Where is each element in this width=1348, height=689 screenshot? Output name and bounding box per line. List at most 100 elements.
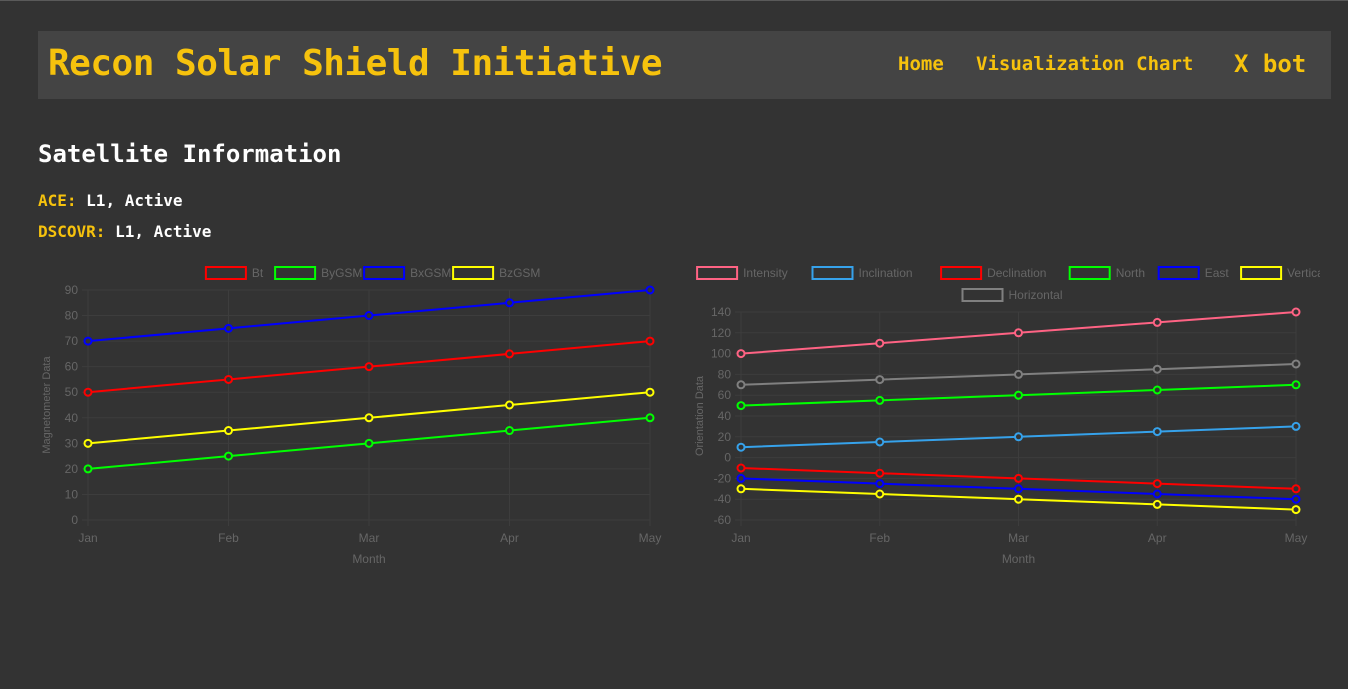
header-bar: Recon Solar Shield Initiative Home Visua… [38,31,1331,99]
legend-label: Vertical [1287,266,1320,280]
data-point [1152,427,1162,437]
y-tick-label: 0 [71,513,78,527]
y-tick-label: 60 [718,388,732,402]
data-point [364,438,374,448]
legend-item-declination: Declination [940,266,1046,280]
data-point [645,285,655,295]
data-point [1291,421,1301,431]
legend-item-bygsm: ByGSM [274,266,362,280]
y-tick-label: 10 [65,487,79,501]
data-point [736,380,746,390]
x-tick-label: Mar [359,531,380,545]
orientation-chart[interactable]: Intensity Inclination Declination North East… [680,262,1320,572]
legend-swatch [204,266,247,280]
y-tick-label: 80 [65,309,79,323]
legend-item-bzgsm: BzGSM [452,266,540,280]
legend-swatch [1157,266,1200,280]
data-point [1291,307,1301,317]
legend-item-bxgsm: BxGSM [363,266,451,280]
legend-item-horizontal: Horizontal [961,288,1063,302]
data-point [364,362,374,372]
x-tick-label: Apr [500,531,519,545]
data-point [505,400,514,410]
data-point [224,323,233,333]
data-point [505,426,514,436]
data-point [83,336,93,346]
nav-home-link[interactable]: Home [898,53,944,75]
legend-item-east: East [1157,266,1229,280]
x-tick-label: Jan [731,531,750,545]
series-horizontal [736,359,1301,390]
data-point [736,401,746,411]
y-tick-label: 30 [65,436,79,450]
y-tick-label: 0 [724,451,731,465]
series-bygsm [83,413,655,474]
legend-label: Declination [987,266,1046,280]
y-tick-label: 80 [718,367,732,381]
x-axis-title: Month [352,552,385,566]
nav-x-bot-link[interactable]: X bot [1234,50,1307,78]
series-east [736,473,1301,504]
x-tick-label: Apr [1148,531,1167,545]
data-point [1291,484,1301,494]
legend-swatch [1240,266,1283,280]
legend-swatch [274,266,317,280]
data-point [364,413,374,423]
legend-item-bt: Bt [204,266,264,280]
y-tick-label: 20 [718,430,732,444]
data-point [875,437,885,447]
data-point [505,298,514,308]
site-title[interactable]: Recon Solar Shield Initiative [48,43,663,84]
x-tick-label: May [1285,531,1308,545]
y-tick-label: 90 [65,283,79,297]
y-tick-label: -60 [714,513,732,527]
legend-swatch [363,266,406,280]
data-point [875,468,885,478]
series-declination [736,463,1301,494]
data-point [1014,494,1023,504]
legend-label: North [1116,266,1145,280]
legend-label: ByGSM [321,266,362,280]
legend-label: BxGSM [410,266,451,280]
data-point [224,374,233,384]
legend-swatch [1068,266,1111,280]
y-tick-label: 70 [65,334,79,348]
data-point [1014,390,1023,400]
data-point [1152,385,1162,395]
data-point [875,479,885,489]
data-point [1152,479,1162,489]
data-point [1291,359,1301,369]
data-point [1291,494,1301,504]
legend-swatch [940,266,983,280]
y-tick-label: 40 [65,411,79,425]
data-point [736,463,746,473]
data-point [645,336,655,346]
legend-label: Inclination [859,266,913,280]
legend-swatch [696,266,739,280]
data-point [83,387,93,397]
legend-item-intensity: Intensity [696,266,788,280]
y-axis-title: Orientation Data [694,375,706,456]
series-vertical [736,484,1301,515]
y-tick-label: -40 [714,492,732,506]
data-point [1014,484,1023,494]
data-point [224,451,233,461]
x-axis-title: Month [1002,552,1035,566]
data-point [736,484,746,494]
legend-label: Intensity [743,266,788,280]
magnetometer-chart[interactable]: Bt ByGSM BxGSM BzGSM 0 10 20 30 40 50 60 70 80 90 Jan F… [30,262,670,572]
y-tick-label: 60 [65,360,79,374]
data-point [736,473,746,483]
legend-swatch [452,266,495,280]
data-point [83,438,93,448]
data-point [875,489,885,499]
y-tick-label: 120 [711,326,731,340]
legend-item-north: North [1068,266,1145,280]
nav-visualization-link[interactable]: Visualization Chart [976,53,1194,75]
satellite-name: DSCOVR: [38,222,106,241]
data-point [645,413,655,423]
legend-swatch [961,288,1004,302]
satellite-name: ACE: [38,191,77,210]
data-point [875,375,885,385]
legend-label: BzGSM [499,266,540,280]
